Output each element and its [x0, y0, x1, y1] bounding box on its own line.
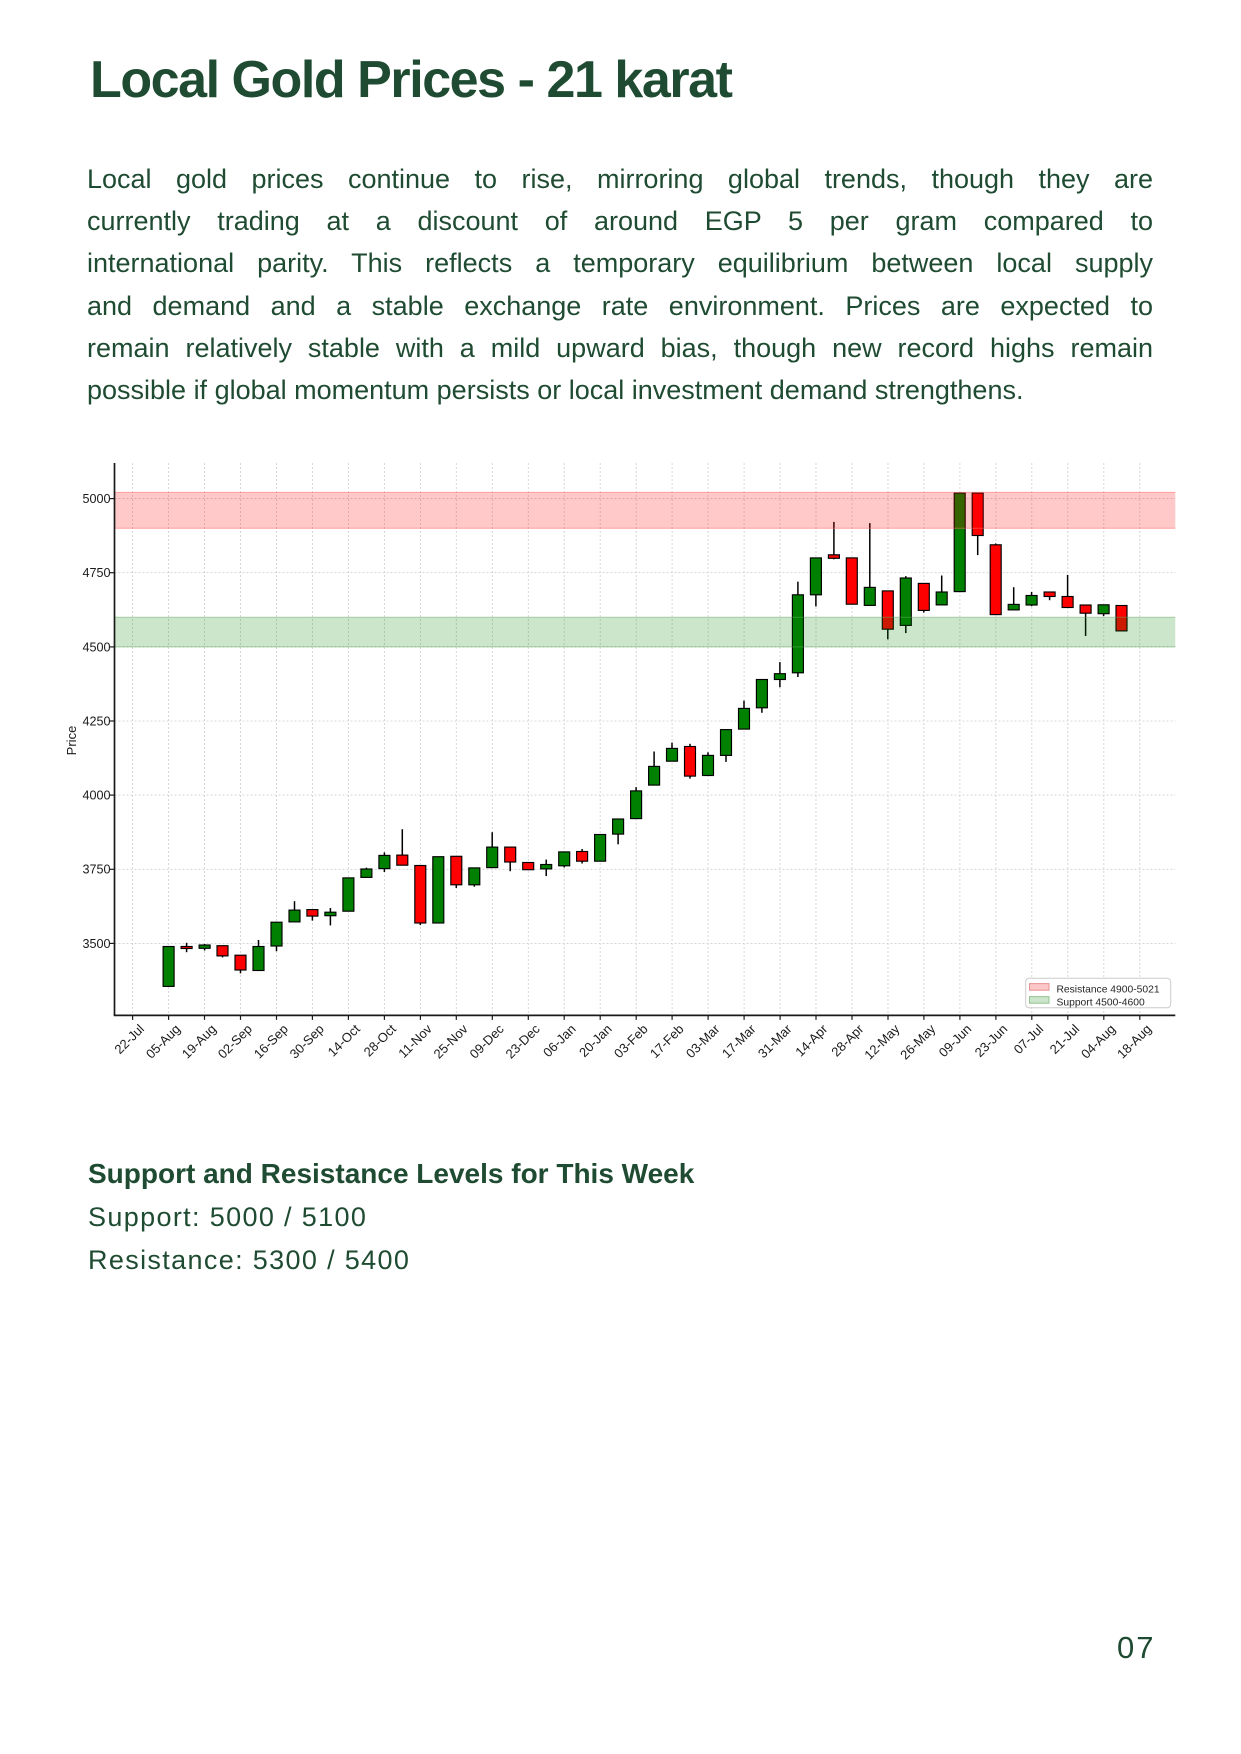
svg-text:09-Dec: 09-Dec: [467, 1021, 508, 1062]
svg-text:17-Feb: 17-Feb: [647, 1021, 687, 1061]
svg-text:4000: 4000: [82, 789, 110, 803]
svg-text:06-Jan: 06-Jan: [540, 1021, 579, 1060]
svg-text:26-May: 26-May: [897, 1021, 939, 1063]
svg-text:07-Jul: 07-Jul: [1011, 1021, 1047, 1057]
svg-text:31-Mar: 31-Mar: [755, 1021, 795, 1061]
svg-text:30-Sep: 30-Sep: [287, 1021, 327, 1061]
svg-text:3750: 3750: [82, 863, 110, 877]
svg-text:4250: 4250: [82, 714, 110, 728]
svg-text:22-Jul: 22-Jul: [111, 1021, 147, 1057]
svg-text:Resistance 4900-5021: Resistance 4900-5021: [1057, 985, 1160, 996]
svg-text:23-Dec: 23-Dec: [503, 1021, 544, 1062]
svg-text:14-Oct: 14-Oct: [325, 1021, 363, 1059]
svg-text:23-Jun: 23-Jun: [972, 1021, 1011, 1060]
svg-text:19-Aug: 19-Aug: [179, 1021, 219, 1061]
svg-text:Support 4500-4600: Support 4500-4600: [1057, 998, 1145, 1009]
svg-text:25-Nov: 25-Nov: [431, 1021, 472, 1062]
svg-text:5000: 5000: [82, 492, 110, 506]
svg-text:11-Nov: 11-Nov: [395, 1021, 435, 1061]
svg-text:18-Aug: 18-Aug: [1114, 1021, 1154, 1061]
svg-text:16-Sep: 16-Sep: [251, 1021, 291, 1061]
svg-text:09-Jun: 09-Jun: [936, 1021, 975, 1060]
svg-text:4500: 4500: [82, 640, 110, 654]
svg-text:17-Mar: 17-Mar: [719, 1021, 759, 1061]
svg-text:28-Apr: 28-Apr: [828, 1021, 867, 1060]
svg-text:05-Aug: 05-Aug: [143, 1021, 183, 1061]
svg-text:21-Jul: 21-Jul: [1047, 1021, 1083, 1057]
svg-text:20-Jan: 20-Jan: [576, 1021, 615, 1060]
svg-text:02-Sep: 02-Sep: [215, 1021, 255, 1061]
svg-text:3500: 3500: [82, 937, 110, 951]
svg-text:03-Feb: 03-Feb: [611, 1021, 651, 1061]
svg-text:28-Oct: 28-Oct: [361, 1021, 399, 1059]
svg-text:04-Aug: 04-Aug: [1078, 1021, 1118, 1061]
svg-text:Price: Price: [64, 726, 79, 756]
svg-text:12-May: 12-May: [861, 1021, 903, 1063]
svg-text:14-Apr: 14-Apr: [792, 1021, 831, 1060]
svg-text:03-Mar: 03-Mar: [683, 1021, 723, 1061]
svg-text:4750: 4750: [82, 566, 110, 580]
